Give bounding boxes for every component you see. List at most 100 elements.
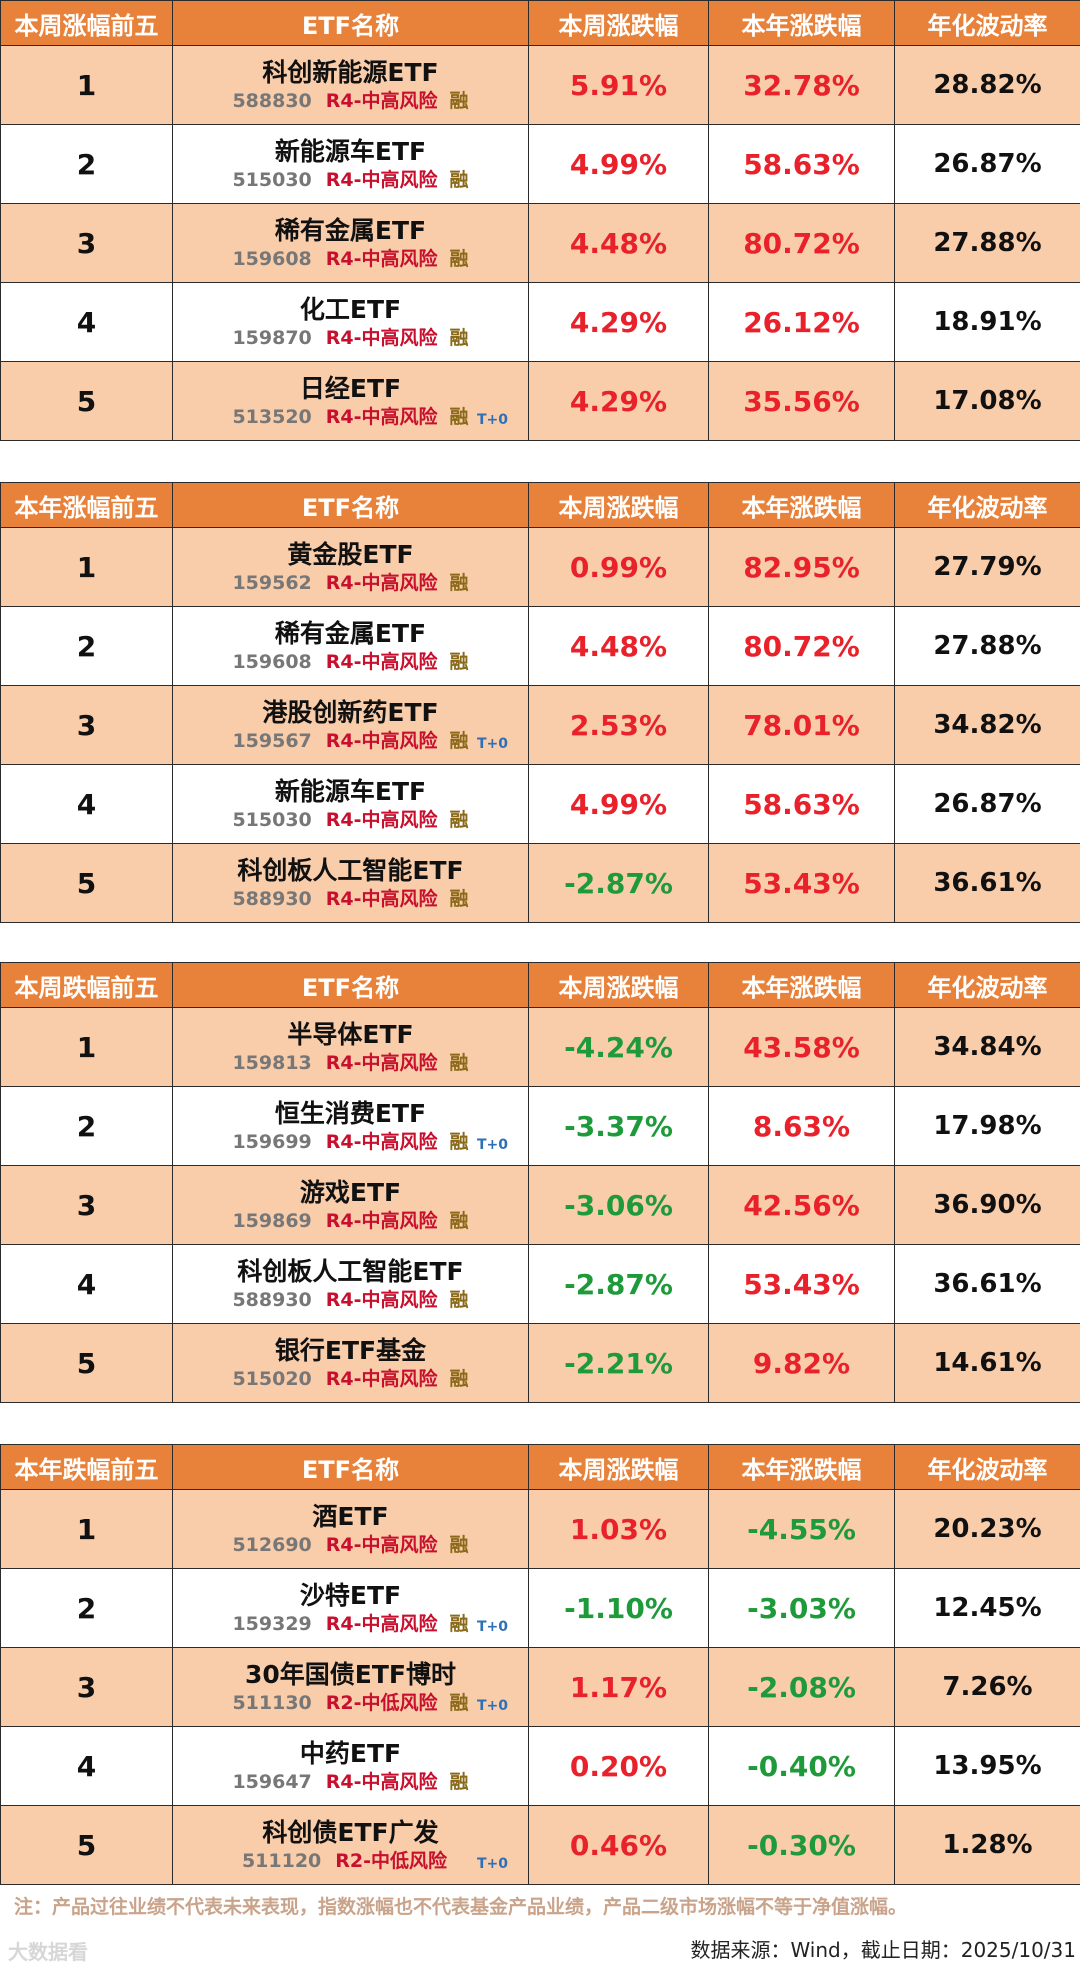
- etf-meta: 159562 R4-中高风险融: [173, 570, 528, 596]
- yearly-change: 26.12%: [708, 282, 895, 362]
- watermark-logo: 大数据看: [8, 1940, 88, 1964]
- annualized-volatility: 20.23%: [894, 1489, 1080, 1569]
- etf-code: 588830: [232, 90, 312, 112]
- etf-code: 159562: [232, 572, 312, 594]
- etf-name-cell: 港股创新药ETF 159567 R4-中高风险融 T+0: [172, 685, 529, 765]
- table-row: 4 科创板人工智能ETF 588930 R4-中高风险融 -2.87% 53.43% 36.…: [0, 1244, 1080, 1324]
- etf-name: 中药ETF: [299, 1739, 402, 1768]
- etf-meta: 512690 R4-中高风险融: [173, 1532, 528, 1558]
- rank-number: 1: [0, 527, 173, 607]
- t0-trading-badge: T+0: [476, 1698, 508, 1714]
- etf-meta: 159608 R4-中高风险融: [173, 649, 528, 675]
- etf-code: 159699: [232, 1131, 312, 1153]
- yearly-change: 8.63%: [708, 1086, 895, 1166]
- column-header-name: ETF名称: [172, 1444, 529, 1490]
- yearly-change: 80.72%: [708, 203, 895, 283]
- column-header-year-change: 本年涨跌幅: [708, 482, 895, 528]
- table-row: 5 科创债ETF广发 511120 R2-中低风险 T+0 0.46% -0.30% 1.28…: [0, 1805, 1080, 1885]
- table-row: 3 游戏ETF 159869 R4-中高风险融 -3.06% 42.56% 36.90%: [0, 1165, 1080, 1245]
- table-row: 1 半导体ETF 159813 R4-中高风险融 -4.24% 43.58% 34.84%: [0, 1007, 1080, 1087]
- weekly-change: 0.99%: [528, 527, 709, 607]
- margin-trading-badge: 融: [449, 572, 469, 594]
- etf-meta: 588830 R4-中高风险融: [173, 88, 528, 114]
- column-header-volatility: 年化波动率: [894, 0, 1080, 46]
- margin-trading-badge: 融: [449, 406, 469, 428]
- column-header-week-change: 本周涨跌幅: [528, 962, 709, 1008]
- weekly-change: 1.17%: [528, 1647, 709, 1727]
- etf-name-cell: 恒生消费ETF 159699 R4-中高风险融 T+0: [172, 1086, 529, 1166]
- etf-code: 511120: [241, 1850, 322, 1872]
- margin-trading-badge: 融: [449, 169, 469, 191]
- rank-number: 5: [0, 1805, 173, 1885]
- risk-level-badge: R4-中高风险: [325, 888, 438, 910]
- etf-name-cell: 游戏ETF 159869 R4-中高风险融: [172, 1165, 529, 1245]
- etf-code: 159329: [232, 1613, 312, 1635]
- margin-trading-badge: 融: [449, 651, 469, 673]
- etf-code: 159567: [232, 730, 312, 752]
- annualized-volatility: 18.91%: [894, 282, 1080, 362]
- weekly-change: -1.10%: [528, 1568, 709, 1648]
- annualized-volatility: 13.95%: [894, 1726, 1080, 1806]
- etf-code: 515020: [232, 1368, 312, 1390]
- margin-trading-badge: 融: [449, 1368, 469, 1390]
- risk-level-badge: R2-中低风险: [325, 1692, 438, 1714]
- etf-name: 日经ETF: [299, 374, 402, 403]
- rank-number: 2: [0, 1568, 173, 1648]
- weekly-change: -3.37%: [528, 1086, 709, 1166]
- column-header-week-change: 本周涨跌幅: [528, 1444, 709, 1490]
- etf-name-cell: 科创板人工智能ETF 588930 R4-中高风险融: [172, 843, 529, 923]
- column-header-volatility: 年化波动率: [894, 1444, 1080, 1490]
- table-header-row: 本年涨幅前五 ETF名称 本周涨跌幅 本年涨跌幅 年化波动率: [0, 482, 1080, 528]
- table-row: 1 科创新能源ETF 588830 R4-中高风险融 5.91% 32.78% 28.82%: [0, 45, 1080, 125]
- etf-meta: 513520 R4-中高风险融: [173, 404, 528, 430]
- risk-level-badge: R4-中高风险: [325, 1771, 438, 1793]
- risk-level-badge: R4-中高风险: [325, 406, 438, 428]
- risk-level-badge: R4-中高风险: [325, 1534, 438, 1556]
- etf-meta: 159699 R4-中高风险融: [173, 1129, 528, 1155]
- rank-number: 5: [0, 1323, 173, 1403]
- t0-trading-badge: T+0: [476, 412, 508, 428]
- weekly-change: 1.03%: [528, 1489, 709, 1569]
- rank-number: 5: [0, 843, 173, 923]
- t0-trading-badge: T+0: [476, 1137, 508, 1153]
- weekly-change: 4.48%: [528, 606, 709, 686]
- margin-trading-badge: 融: [449, 248, 469, 270]
- risk-level-badge: R4-中高风险: [325, 1052, 438, 1074]
- weekly-change: 0.46%: [528, 1805, 709, 1885]
- etf-name-cell: 酒ETF 512690 R4-中高风险融: [172, 1489, 529, 1569]
- weekly-change: -2.21%: [528, 1323, 709, 1403]
- annualized-volatility: 36.90%: [894, 1165, 1080, 1245]
- etf-name: 半导体ETF: [287, 1020, 414, 1049]
- t0-trading-badge: T+0: [476, 1619, 508, 1635]
- etf-name: 沙特ETF: [299, 1581, 402, 1610]
- table-row: 2 恒生消费ETF 159699 R4-中高风险融 T+0 -3.37% 8.63% 17.9…: [0, 1086, 1080, 1166]
- weekly-change: 4.29%: [528, 361, 709, 441]
- table-header-row: 本年跌幅前五 ETF名称 本周涨跌幅 本年涨跌幅 年化波动率: [0, 1444, 1080, 1490]
- rank-number: 3: [0, 685, 173, 765]
- etf-name: 科创板人工智能ETF: [237, 856, 464, 885]
- table-row: 4 中药ETF 159647 R4-中高风险融 0.20% -0.40% 13.95%: [0, 1726, 1080, 1806]
- margin-trading-badge: 融: [449, 888, 469, 910]
- rank-number: 5: [0, 361, 173, 441]
- etf-meta: 515030 R4-中高风险融: [173, 807, 528, 833]
- etf-name: 科创板人工智能ETF: [237, 1257, 464, 1286]
- yearly-change: 32.78%: [708, 45, 895, 125]
- yearly-change: 9.82%: [708, 1323, 895, 1403]
- yearly-change: -4.55%: [708, 1489, 895, 1569]
- ranking-table: 本周跌幅前五 ETF名称 本周涨跌幅 本年涨跌幅 年化波动率 1 半导体ETF 159813 R…: [0, 962, 1080, 1403]
- risk-level-badge: R4-中高风险: [325, 572, 438, 594]
- annualized-volatility: 28.82%: [894, 45, 1080, 125]
- etf-name: 新能源车ETF: [274, 777, 427, 806]
- table-row: 5 科创板人工智能ETF 588930 R4-中高风险融 -2.87% 53.43% 36.…: [0, 843, 1080, 923]
- etf-code: 588930: [232, 1289, 312, 1311]
- annualized-volatility: 26.87%: [894, 764, 1080, 844]
- yearly-change: 42.56%: [708, 1165, 895, 1245]
- yearly-change: -0.40%: [708, 1726, 895, 1806]
- yearly-change: 58.63%: [708, 124, 895, 204]
- table-title: 本年涨幅前五: [0, 482, 173, 528]
- annualized-volatility: 17.98%: [894, 1086, 1080, 1166]
- rank-number: 3: [0, 203, 173, 283]
- etf-name-cell: 黄金股ETF 159562 R4-中高风险融: [172, 527, 529, 607]
- rank-number: 4: [0, 764, 173, 844]
- weekly-change: -4.24%: [528, 1007, 709, 1087]
